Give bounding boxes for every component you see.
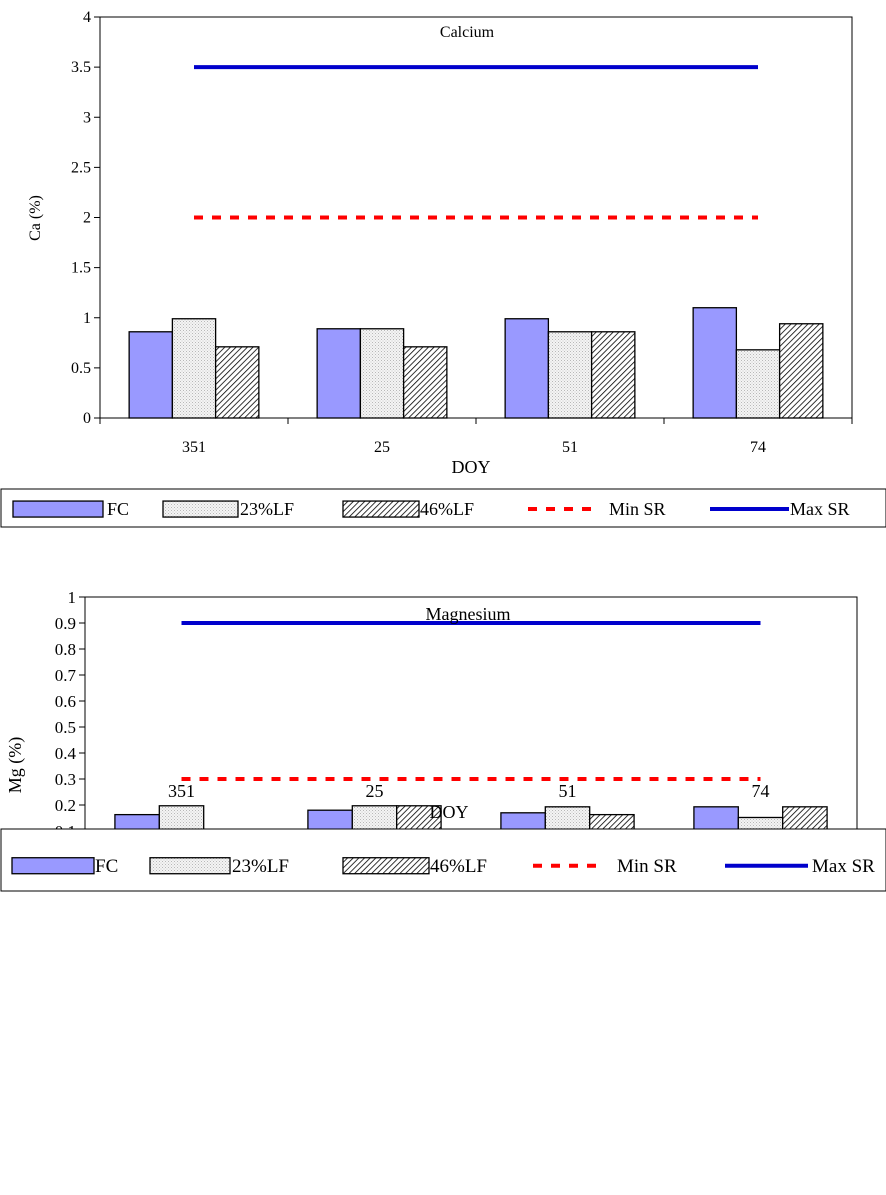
legend-label: Min SR — [609, 499, 666, 519]
legend-label: 46%LF — [420, 499, 474, 519]
y-tick-label: 0.4 — [55, 744, 77, 763]
bar-fc-25 — [316, 328, 362, 419]
legend-label: Max SR — [790, 499, 850, 519]
magnesium-chart: 00.10.20.30.40.50.60.70.80.91Magnesium35… — [0, 588, 886, 892]
x-category-label: 351 — [182, 439, 206, 456]
legend-label: 23%LF — [240, 499, 294, 519]
y-tick-label: 1.5 — [71, 260, 91, 277]
legend-swatch — [11, 857, 95, 875]
y-tick-label: 0.3 — [55, 770, 76, 789]
bar-23lf-51 — [547, 331, 593, 419]
bar-46lf-51 — [590, 331, 636, 419]
bar-46lf-74 — [778, 323, 824, 419]
legend-swatch — [149, 857, 231, 875]
x-category-label: 25 — [374, 439, 390, 456]
y-axis-label: Ca (%) — [27, 195, 44, 241]
bar-46lf-351 — [214, 346, 260, 419]
x-category-label: 74 — [752, 781, 770, 801]
y-tick-label: 0.5 — [55, 718, 76, 737]
y-tick-label: 0 — [83, 410, 91, 427]
bar-fc-74 — [692, 307, 738, 419]
x-axis-label: DOY — [430, 802, 469, 822]
x-category-label: 74 — [750, 439, 766, 456]
x-category-label: 51 — [562, 439, 578, 456]
y-tick-label: 1 — [68, 588, 77, 607]
legend-label: Max SR — [812, 856, 875, 877]
y-tick-label: 0.7 — [55, 666, 77, 685]
bar-23lf-25 — [359, 328, 405, 419]
legend-swatch — [162, 500, 239, 518]
y-tick-label: 1 — [83, 310, 91, 327]
y-axis-label: Mg (%) — [5, 737, 26, 794]
x-axis-label: DOY — [452, 457, 491, 477]
y-tick-label: 2 — [83, 210, 91, 227]
bar-fc-351 — [128, 331, 174, 419]
chart-title: Magnesium — [426, 604, 511, 624]
legend-box — [0, 828, 886, 892]
bar-46lf-25 — [402, 346, 448, 419]
legend-label: Min SR — [617, 856, 677, 877]
legend-label: FC — [95, 856, 118, 877]
y-tick-label: 2.5 — [71, 159, 91, 176]
x-category-label: 51 — [559, 781, 577, 801]
calcium-chart: 0 0.5 1 1.5 2 2.5 3 3.5 4 Calcium 351 25 51 74 DOY Ca (… — [0, 9, 886, 528]
y-tick-label: 0.6 — [55, 692, 76, 711]
bar-fc-51 — [504, 318, 550, 419]
y-tick-label: 3 — [83, 109, 91, 126]
legend-label: FC — [107, 499, 129, 519]
y-tick-label: 0.9 — [55, 614, 76, 633]
bar-23lf-351 — [171, 318, 217, 419]
legend-swatch — [12, 500, 104, 518]
legend-swatch — [342, 500, 420, 518]
x-category-label: 25 — [366, 781, 384, 801]
bar-23lf-74 — [735, 349, 781, 419]
y-tick-label: 4 — [83, 9, 91, 26]
y-tick-label: 3.5 — [71, 59, 91, 76]
legend-label: 46%LF — [430, 856, 487, 877]
y-tick-label: 0.2 — [55, 796, 76, 815]
chart-title: Calcium — [440, 24, 495, 41]
legend-swatch — [342, 857, 430, 875]
legend-label: 23%LF — [232, 856, 289, 877]
x-category-label: 351 — [168, 781, 195, 801]
y-tick-label: 0.8 — [55, 640, 76, 659]
y-tick-label: 0.5 — [71, 360, 91, 377]
